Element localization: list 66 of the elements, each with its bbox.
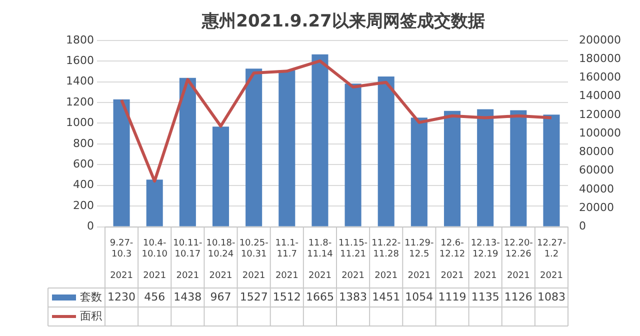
- bar: [378, 76, 394, 226]
- data-label: 1438: [174, 290, 202, 304]
- y-tick-label: 1200: [66, 95, 94, 108]
- category-label: 10.18-10.24 2021: [206, 238, 236, 281]
- data-label: 1665: [306, 290, 334, 304]
- data-label: 1383: [339, 290, 368, 304]
- data-label: 1527: [240, 290, 268, 304]
- category-label: 11.22-11.28 2021: [372, 238, 401, 281]
- y-tick-label: 800: [72, 136, 94, 150]
- bar: [410, 118, 428, 226]
- data-label: 1451: [372, 290, 400, 304]
- data-label: 1054: [405, 290, 434, 304]
- data-label: 1135: [471, 290, 500, 304]
- bar: [312, 54, 328, 226]
- category-label: 11.8-11.14 2021: [307, 238, 333, 281]
- y-tick-label: 400: [72, 178, 94, 192]
- bar: [477, 109, 494, 226]
- legend-label: 套数: [80, 290, 102, 304]
- category-label: 9.27-10.3 2021: [110, 238, 134, 281]
- bar: [543, 114, 560, 226]
- bar: [179, 78, 196, 226]
- legend-label: 面积: [80, 309, 102, 322]
- y-tick-label: 600: [72, 158, 94, 171]
- category-label: 11.1-11.7 2021: [275, 238, 299, 281]
- bar: [344, 84, 362, 226]
- y-tick-label: 200: [72, 198, 94, 212]
- category-label: 11.15-11.21 2021: [338, 238, 368, 281]
- bar: [113, 99, 130, 226]
- y2-tick-label: 180000: [579, 52, 622, 65]
- y2-tick-label: 100000: [579, 126, 622, 140]
- data-label: 1230: [108, 290, 136, 304]
- y2-tick-label: 80000: [579, 145, 614, 158]
- y-tick-label: 1800: [66, 33, 94, 46]
- data-label: 1126: [504, 290, 532, 304]
- y-tick-label: 1000: [66, 116, 94, 130]
- data-label: 1512: [272, 290, 301, 304]
- data-label: 1119: [438, 290, 466, 304]
- category-label: 11.29-12.5 2021: [404, 238, 434, 281]
- y2-tick-label: 140000: [579, 89, 622, 102]
- y-tick-label: 0: [86, 220, 94, 233]
- bar: [510, 110, 527, 226]
- y2-tick-label: 40000: [579, 182, 614, 196]
- data-label: 456: [144, 290, 166, 304]
- category-label: 12.27-1.2 2021: [536, 238, 566, 281]
- bar: [146, 180, 163, 226]
- y2-tick-label: 120000: [579, 108, 622, 121]
- category-label: 12.13-12.19 2021: [470, 238, 500, 281]
- category-label: 10.4-10.10 2021: [142, 238, 168, 281]
- bar: [212, 126, 230, 226]
- data-label: 1083: [537, 290, 566, 304]
- y-tick-label: 1400: [66, 74, 94, 88]
- bar: [246, 68, 262, 226]
- y2-tick-label: 60000: [579, 164, 614, 177]
- y2-tick-label: 20000: [579, 201, 614, 214]
- category-label: 12.6-12.12 2021: [439, 238, 466, 281]
- bar: [278, 70, 296, 226]
- y2-tick-label: 0: [579, 220, 586, 233]
- y2-tick-label: 200000: [579, 33, 622, 46]
- category-label: 10.25-10.31 2021: [239, 238, 268, 281]
- category-label: 12.20-12.26 2021: [504, 238, 533, 281]
- category-label: 10.11-10.17 2021: [173, 238, 202, 281]
- chart-title: 惠州2021.9.27以来周网签成交数据: [201, 12, 485, 32]
- y2-tick-label: 160000: [579, 70, 622, 84]
- bar: [444, 110, 461, 226]
- data-label: 967: [210, 290, 232, 304]
- y-tick-label: 1600: [66, 54, 94, 67]
